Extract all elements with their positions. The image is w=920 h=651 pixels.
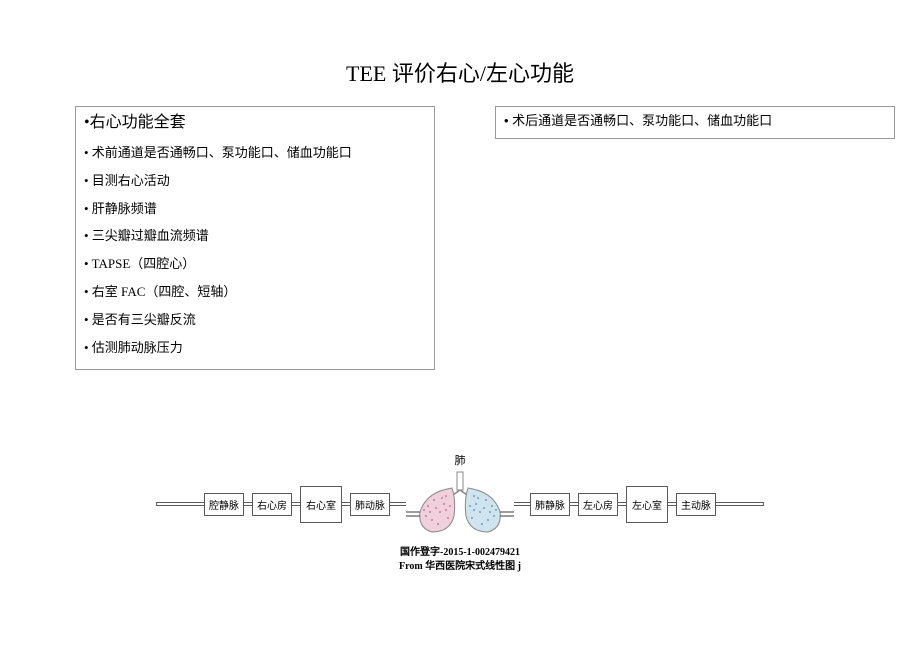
lungs-icon: 肺 [406,470,514,538]
node-aorta: 主动脉 [676,493,716,516]
caption-line2: From 华西医院宋式线性图 j [156,560,764,574]
left-box: •右心功能全套 • 术前通道是否通畅口、泵功能口、储血功能口 • 目测右心活动 … [75,106,435,370]
connector [156,502,204,506]
diagram-area: 腔静脉 右心房 右心室 肺动脉 肺 [0,470,920,574]
left-item: • 肝静脉频谱 [84,201,426,218]
left-item: • 术前通道是否通畅口、泵功能口、储血功能口 [84,145,426,162]
diagram-caption: 国作登字-2015-1-002479421 From 华西医院宋式线性图 j [156,546,764,573]
node-vena-cava: 腔静脉 [204,493,244,516]
connector [716,502,764,506]
connector [390,502,406,506]
connector [514,502,530,506]
left-item: • 三尖瓣过瓣血流频谱 [84,228,426,245]
connector [668,502,676,506]
node-pulmonary-vein: 肺静脉 [530,493,570,516]
page-title: TEE 评价右心/左心功能 [0,0,920,106]
lungs-label: 肺 [406,452,514,468]
node-pulmonary-artery: 肺动脉 [350,493,390,516]
flow-diagram: 腔静脉 右心房 右心室 肺动脉 肺 [156,470,764,573]
connector [570,502,578,506]
node-right-ventricle: 右心室 [300,486,342,523]
left-box-heading: •右心功能全套 [84,113,426,134]
node-left-ventricle: 左心室 [626,486,668,523]
caption-line1: 国作登字-2015-1-002479421 [156,546,764,560]
node-right-atrium: 右心房 [252,493,292,516]
left-item: • 是否有三尖瓣反流 [84,312,426,329]
left-item: • 目测右心活动 [84,173,426,190]
connector [342,502,350,506]
left-item: • 估测肺动脉压力 [84,340,426,357]
content-columns: •右心功能全套 • 术前通道是否通畅口、泵功能口、储血功能口 • 目测右心活动 … [0,106,920,370]
right-box-text: • 术后通道是否通畅口、泵功能口、储血功能口 [504,113,886,130]
left-item: • TAPSE（四腔心） [84,256,426,273]
connector [292,502,300,506]
connector [618,502,626,506]
left-item: • 右室 FAC（四腔、短轴） [84,284,426,301]
right-box: • 术后通道是否通畅口、泵功能口、储血功能口 [495,106,895,139]
connector [244,502,252,506]
node-left-atrium: 左心房 [578,493,618,516]
